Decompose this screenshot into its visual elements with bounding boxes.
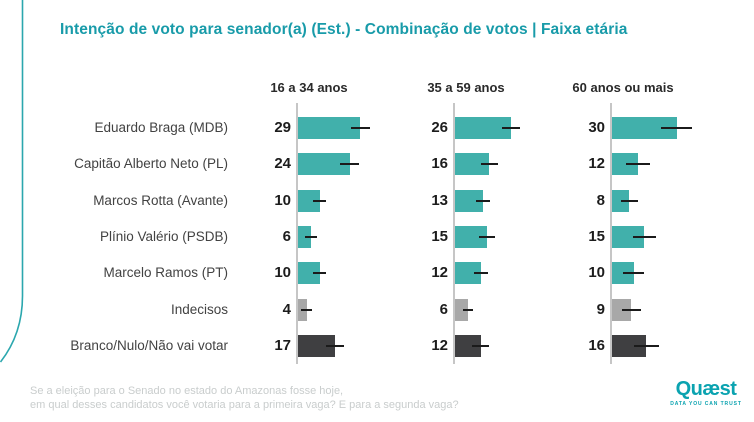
value-label: 13 — [431, 191, 448, 209]
value-label: 15 — [588, 227, 605, 245]
error-bar — [313, 199, 326, 202]
value-label: 29 — [274, 119, 291, 136]
bar — [298, 225, 311, 248]
value-label: 12 — [431, 336, 448, 354]
category-label: Plínio Valério (PSDB) — [99, 228, 228, 244]
error-bar — [621, 308, 642, 311]
category-label: Capitão Alberto Neto (PL) — [74, 156, 228, 172]
bar — [612, 225, 645, 248]
value-label: 12 — [588, 155, 605, 173]
bar — [298, 334, 335, 357]
error-bar — [313, 272, 326, 275]
bar — [455, 189, 483, 212]
group-header: 16 a 34 anos — [270, 80, 348, 95]
bar — [298, 153, 350, 176]
value-label: 4 — [282, 300, 291, 318]
quaest-wordmark: Quæst ✓ — [666, 378, 746, 400]
axis-line — [610, 103, 612, 364]
value-label: 16 — [588, 336, 605, 354]
error-bar — [476, 199, 490, 202]
bar — [612, 153, 638, 176]
group-header: 35 a 59 anos — [427, 80, 505, 95]
bar — [455, 225, 488, 248]
error-bar — [480, 163, 498, 166]
quaest-tagline: DATA YOU CAN TRUST — [670, 401, 742, 407]
survey-question-line2: em qual desses candidatos você votaria p… — [30, 398, 459, 411]
bar — [612, 334, 647, 357]
value-label: 9 — [596, 300, 605, 318]
value-label: 10 — [274, 191, 291, 209]
error-bar — [340, 163, 359, 166]
value-label: 26 — [431, 119, 448, 136]
survey-question: Se a eleição para o Senado no estado do … — [30, 385, 459, 412]
error-bar — [304, 235, 317, 238]
bar — [455, 262, 481, 285]
value-label: 10 — [588, 264, 605, 282]
axis-line — [453, 103, 455, 364]
error-bar — [462, 308, 474, 311]
error-bar — [625, 163, 650, 166]
chart-title: Intenção de voto para senador(a) (Est.) … — [60, 21, 628, 38]
bar — [455, 334, 481, 357]
category-label: Branco/Nulo/Não vai votar — [70, 337, 228, 353]
survey-question-line1: Se a eleição para o Senado no estado do … — [30, 385, 344, 397]
error-bar — [633, 344, 660, 347]
error-bar — [472, 344, 490, 347]
group-header: 60 anos ou mais — [572, 80, 674, 95]
error-bar — [632, 235, 656, 238]
error-bar — [325, 344, 344, 347]
bar — [298, 262, 320, 285]
quaest-wordmark-text: Quæst — [675, 378, 737, 400]
value-label: 17 — [274, 336, 291, 354]
bar — [298, 117, 361, 139]
value-label: 12 — [431, 264, 448, 282]
error-bar — [620, 199, 638, 202]
category-label: Marcos Rotta (Avante) — [93, 192, 228, 208]
error-bar — [661, 127, 692, 129]
quaest-logo: Quæst ✓ DATA YOU CAN TRUST — [666, 378, 746, 407]
error-bar — [501, 127, 521, 129]
axis-line — [296, 103, 298, 364]
value-label: 8 — [596, 191, 605, 209]
bar — [298, 189, 320, 212]
error-bar — [622, 272, 645, 275]
value-label: 30 — [588, 119, 605, 136]
check-icon: ✓ — [669, 384, 676, 393]
error-bar — [350, 127, 371, 129]
decorative-left-curve — [0, 0, 24, 363]
error-bar — [473, 272, 488, 275]
value-label: 10 — [274, 264, 291, 282]
category-label: Eduardo Braga (MDB) — [94, 120, 228, 135]
value-label: 24 — [274, 155, 291, 173]
error-bar — [479, 235, 496, 238]
bar — [612, 117, 677, 139]
value-label: 6 — [439, 300, 448, 318]
bar — [455, 153, 490, 176]
category-label: Marcelo Ramos (PT) — [103, 265, 228, 281]
value-label: 15 — [431, 227, 448, 245]
bar — [455, 298, 468, 321]
category-label: Indecisos — [170, 301, 228, 317]
bar — [455, 117, 511, 139]
value-label: 6 — [282, 227, 291, 245]
error-bar — [301, 308, 312, 311]
value-label: 16 — [431, 155, 448, 173]
